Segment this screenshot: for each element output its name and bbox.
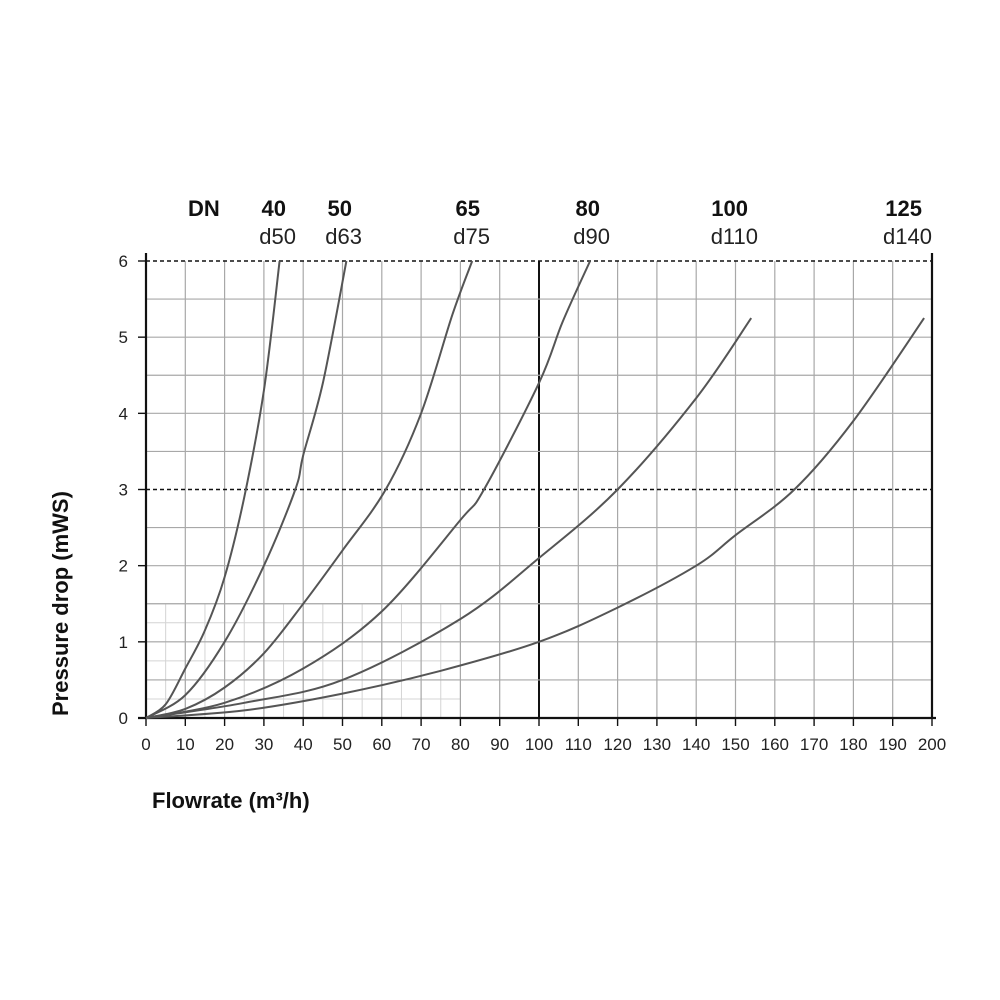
dn-label-65: 65: [456, 196, 480, 221]
x-tick-label: 100: [525, 735, 553, 754]
x-tick-label: 90: [490, 735, 509, 754]
x-tick-label: 110: [565, 735, 592, 754]
x-tick-label: 170: [800, 735, 828, 754]
dn-label-100: 100: [711, 196, 748, 221]
y-tick-label: 5: [119, 328, 128, 347]
x-tick-label: 30: [254, 735, 273, 754]
tick-labels: 0 10 20 30 40 50 60 70 80 90 100 110 120 130 140 150 160…: [119, 252, 947, 754]
y-tick-label: 0: [119, 709, 128, 728]
series-line-dn65: [145, 260, 474, 719]
dn-label-50: 50: [328, 196, 352, 221]
x-tick-label: 0: [141, 735, 150, 754]
series-line-dn40: [145, 260, 281, 719]
series-line-dn100: [145, 317, 753, 719]
y-tick-label: 4: [119, 404, 128, 423]
d-label-d75: d75: [453, 224, 490, 249]
axes: [138, 253, 936, 726]
x-tick-label: 60: [372, 735, 391, 754]
y-tick-label: 1: [119, 633, 128, 652]
series-labels: DN 40 d50 50 d63 65 d75 80 d90 100 d110 125 d140: [188, 196, 932, 249]
series-line-dn50: [145, 260, 348, 719]
x-tick-label: 10: [176, 735, 195, 754]
dn-label-125: 125: [885, 196, 922, 221]
x-tick-label: 130: [643, 735, 671, 754]
x-tick-label: 20: [215, 735, 234, 754]
y-tick-label: 6: [119, 252, 128, 271]
d-label-d140: d140: [883, 224, 932, 249]
d-label-d90: d90: [573, 224, 610, 249]
y-tick-label: 3: [119, 481, 128, 500]
d-label-d50: d50: [259, 224, 296, 249]
x-tick-label: 80: [451, 735, 470, 754]
x-tick-label: 180: [839, 735, 867, 754]
grid: [145, 260, 932, 719]
x-tick-label: 40: [294, 735, 313, 754]
series-line-dn125: [145, 317, 925, 719]
y-tick-label: 2: [119, 557, 128, 576]
dn-label-40: 40: [262, 196, 286, 221]
x-tick-label: 160: [761, 735, 789, 754]
series-lines: [145, 260, 925, 719]
x-tick-label: 200: [918, 735, 946, 754]
x-tick-label: 120: [603, 735, 631, 754]
dn-label-80: 80: [576, 196, 600, 221]
d-label-d63: d63: [325, 224, 362, 249]
series-line-dn80: [145, 260, 592, 719]
x-axis-title: Flowrate (m³/h): [152, 788, 310, 813]
x-tick-label: 70: [412, 735, 431, 754]
x-tick-label: 50: [333, 735, 352, 754]
x-tick-label: 140: [682, 735, 710, 754]
dn-header-label: DN: [188, 196, 220, 221]
x-tick-label: 150: [721, 735, 749, 754]
d-label-d110: d110: [711, 224, 758, 249]
x-tick-label: 190: [879, 735, 907, 754]
y-axis-title: Pressure drop (mWS): [48, 491, 73, 716]
